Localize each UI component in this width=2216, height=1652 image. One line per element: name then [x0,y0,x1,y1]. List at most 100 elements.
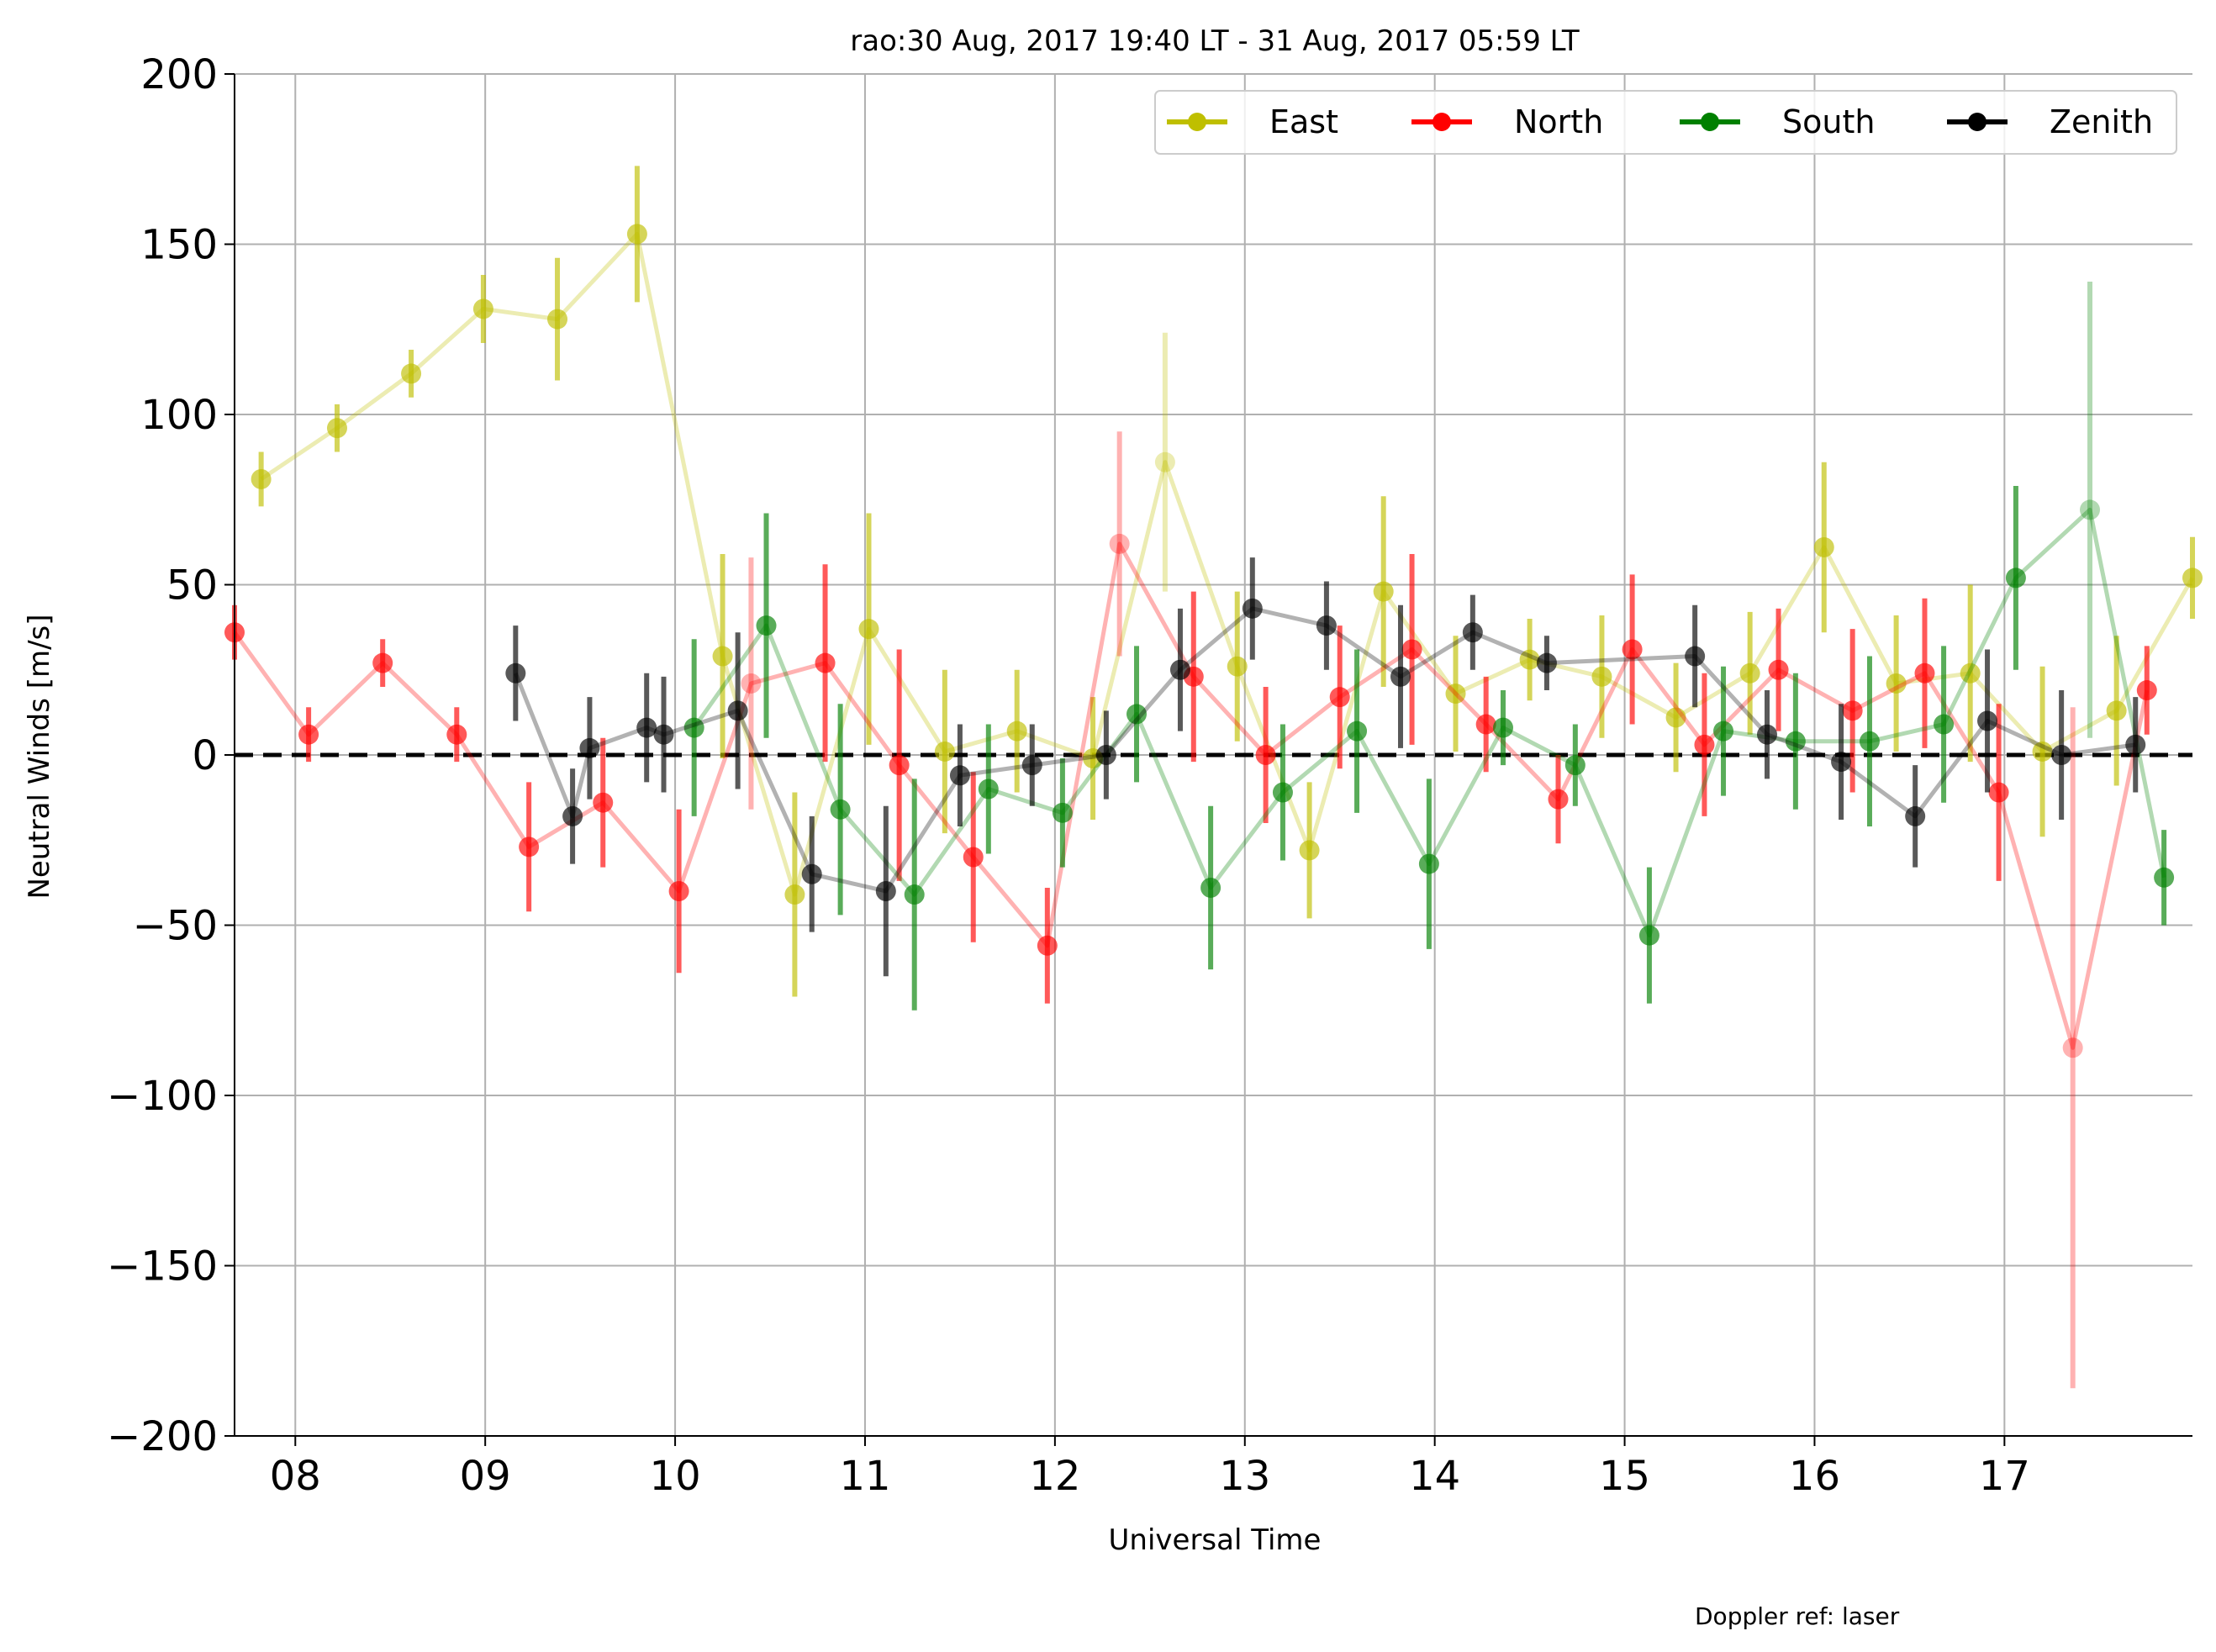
y-tick-label: 100 [140,392,218,439]
legend-item-north: North [1411,103,1603,140]
data-point-south [2154,867,2175,888]
series-zenith [505,557,2146,977]
ticks: 08 09 10 11 12 13 14 15 16 17 −200 −150 −100 −50 0 50 10… [107,51,2030,1500]
series-line-east [260,231,2195,897]
data-point-zenith [579,737,600,758]
data-point-zenith [1095,745,1116,765]
data-point-east [858,619,879,640]
data-point-south [1272,782,1293,803]
data-point-east [626,224,647,245]
data-point-north [963,847,984,868]
data-point-zenith [1905,805,1926,826]
legend: East North South Zenith [1154,90,2177,155]
data-point-zenith [727,700,748,721]
data-point-zenith [1977,710,1998,731]
data-point-north [446,724,467,745]
series-south [683,282,2175,1011]
legend-item-east: East [1167,103,1338,140]
y-tick-label: 150 [140,222,218,269]
data-point-north [1988,782,2009,803]
data-point-south [1638,925,1659,946]
data-point-east [401,363,422,384]
data-point-east [472,298,493,319]
data-point-south [756,615,777,636]
series-north [224,431,2157,1389]
data-point-east [1960,662,1981,683]
data-point-south [1418,853,1439,874]
y-tick-label: 200 [140,51,218,98]
data-point-north [1622,639,1643,660]
data-point-north [1475,714,1496,735]
x-tick-label: 10 [650,1453,701,1500]
x-tick-label: 09 [460,1453,511,1500]
data-point-east [2182,567,2203,588]
data-point-zenith [1242,598,1263,619]
x-tick-label: 15 [1599,1453,1650,1500]
data-point-zenith [562,805,583,826]
data-point-east [784,884,805,905]
data-point-north [2062,1037,2083,1058]
y-tick-label: 0 [192,732,218,779]
data-point-north [519,837,540,858]
x-tick-label: 17 [1979,1453,2030,1500]
legend-marker [1432,113,1451,131]
data-point-south [904,884,925,905]
data-point-east [1154,451,1175,472]
data-point-east [326,418,347,439]
data-point-zenith [949,765,970,786]
data-point-north [298,724,319,745]
legend-item-zenith: Zenith [1947,103,2153,140]
plot-area [224,166,2203,1389]
data-point-east [1665,707,1686,728]
data-point-east [1591,666,1612,687]
data-point-north [1401,639,1422,660]
y-tick-label: −200 [107,1413,218,1460]
y-tick-label: 50 [166,562,218,610]
y-axis-label: Neutral Winds [m/s] [23,614,56,899]
y-tick-label: −50 [133,903,218,950]
data-point-zenith [1536,652,1557,673]
data-point-east [1227,656,1248,677]
data-point-east [2106,700,2127,721]
data-point-north [2136,680,2157,701]
data-point-zenith [1021,755,1042,776]
data-point-north [1109,533,1130,554]
data-point-zenith [1316,615,1337,636]
data-point-south [1347,720,1368,742]
data-point-east [1886,673,1907,694]
data-point-north [1842,700,1863,721]
data-point-east [2032,741,2053,762]
data-point-south [978,778,999,800]
data-point-zenith [801,863,822,884]
data-point-zenith [875,881,896,901]
data-point-east [1813,536,1834,557]
data-point-east [1006,720,1027,742]
data-point-east [1445,683,1466,705]
data-point-zenith [1831,752,1852,773]
x-tick-label: 08 [270,1453,321,1500]
data-point-zenith [2125,734,2146,755]
legend-item-south: South [1680,103,1875,140]
legend-label: Zenith [2050,103,2153,140]
data-point-south [1564,755,1585,776]
data-point-north [668,881,689,901]
chart-title: rao:30 Aug, 2017 19:40 LT - 31 Aug, 2017… [850,24,1580,58]
data-point-east [547,309,568,330]
data-point-east [251,468,272,489]
x-tick-label: 14 [1409,1453,1460,1500]
data-point-zenith [653,724,674,745]
legend-frame [1154,90,2177,155]
data-point-south [2005,567,2026,588]
legend-label: South [1782,103,1875,140]
data-point-south [1859,731,1880,752]
data-point-south [683,717,704,738]
y-tick-label: −100 [107,1073,218,1120]
data-point-east [1299,840,1320,861]
data-point-north [815,652,836,673]
data-point-south [830,799,851,820]
x-tick-label: 13 [1219,1453,1270,1500]
data-point-north [1329,687,1350,708]
data-point-east [1373,581,1394,602]
data-point-zenith [1685,646,1706,667]
